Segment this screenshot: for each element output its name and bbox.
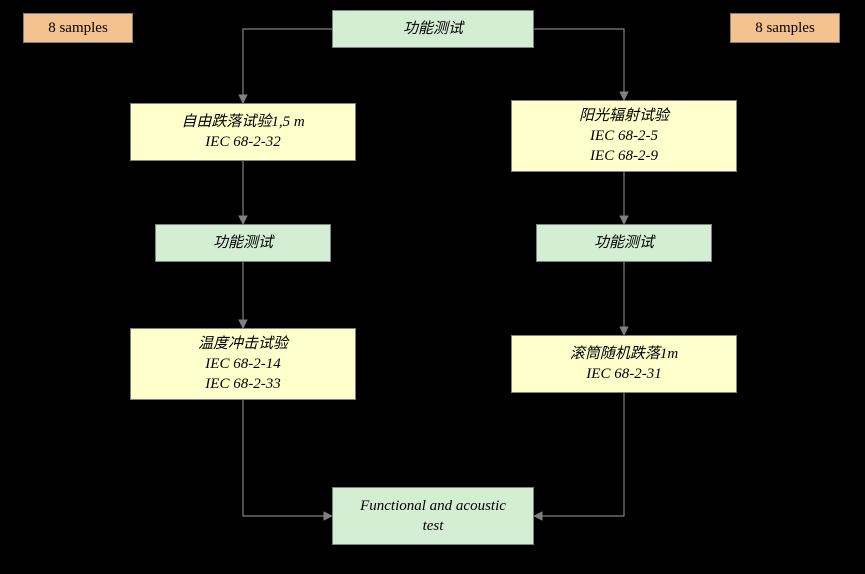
node-solar-radiation-test: 阳光辐射试验IEC 68-2-5IEC 68-2-9 (511, 100, 737, 172)
node-text-line: IEC 68-2-14 (205, 354, 280, 374)
node-text-line: IEC 68-2-32 (205, 132, 280, 152)
node-text-line: 功能测试 (403, 19, 463, 39)
node-text-line: 功能测试 (594, 233, 654, 253)
node-text-line: IEC 68-2-31 (586, 364, 661, 384)
node-text-line: IEC 68-2-5 (590, 126, 658, 146)
node-text-line: IEC 68-2-33 (205, 374, 280, 394)
node-functional-test-right: 功能测试 (536, 224, 712, 262)
right-sample-label-text: 8 samples (755, 20, 815, 37)
node-temperature-shock-test: 温度冲击试验IEC 68-2-14IEC 68-2-33 (130, 328, 356, 400)
right-sample-label: 8 samples (730, 13, 840, 43)
node-functional-test-left: 功能测试 (155, 224, 331, 262)
connector-line (243, 400, 332, 516)
node-text-line: IEC 68-2-9 (590, 146, 658, 166)
node-text-line: test (423, 516, 444, 536)
node-text-line: 滚筒随机跌落1m (570, 344, 678, 364)
node-text-line: 功能测试 (213, 233, 273, 253)
node-text-line: 温度冲击试验 (198, 334, 288, 354)
node-functional-test-top: 功能测试 (332, 10, 534, 48)
left-sample-label-text: 8 samples (48, 20, 108, 37)
node-text-line: 自由跌落试验1,5 m (181, 112, 304, 132)
left-sample-label: 8 samples (23, 13, 133, 43)
node-tumble-drop-test: 滚筒随机跌落1mIEC 68-2-31 (511, 335, 737, 393)
connector-line (534, 29, 624, 100)
node-free-fall-test: 自由跌落试验1,5 mIEC 68-2-32 (130, 103, 356, 161)
node-functional-acoustic-test: Functional and acoustictest (332, 487, 534, 545)
connector-line (534, 393, 624, 516)
node-text-line: Functional and acoustic (360, 496, 506, 516)
node-text-line: 阳光辐射试验 (579, 106, 669, 126)
connector-line (243, 29, 332, 103)
